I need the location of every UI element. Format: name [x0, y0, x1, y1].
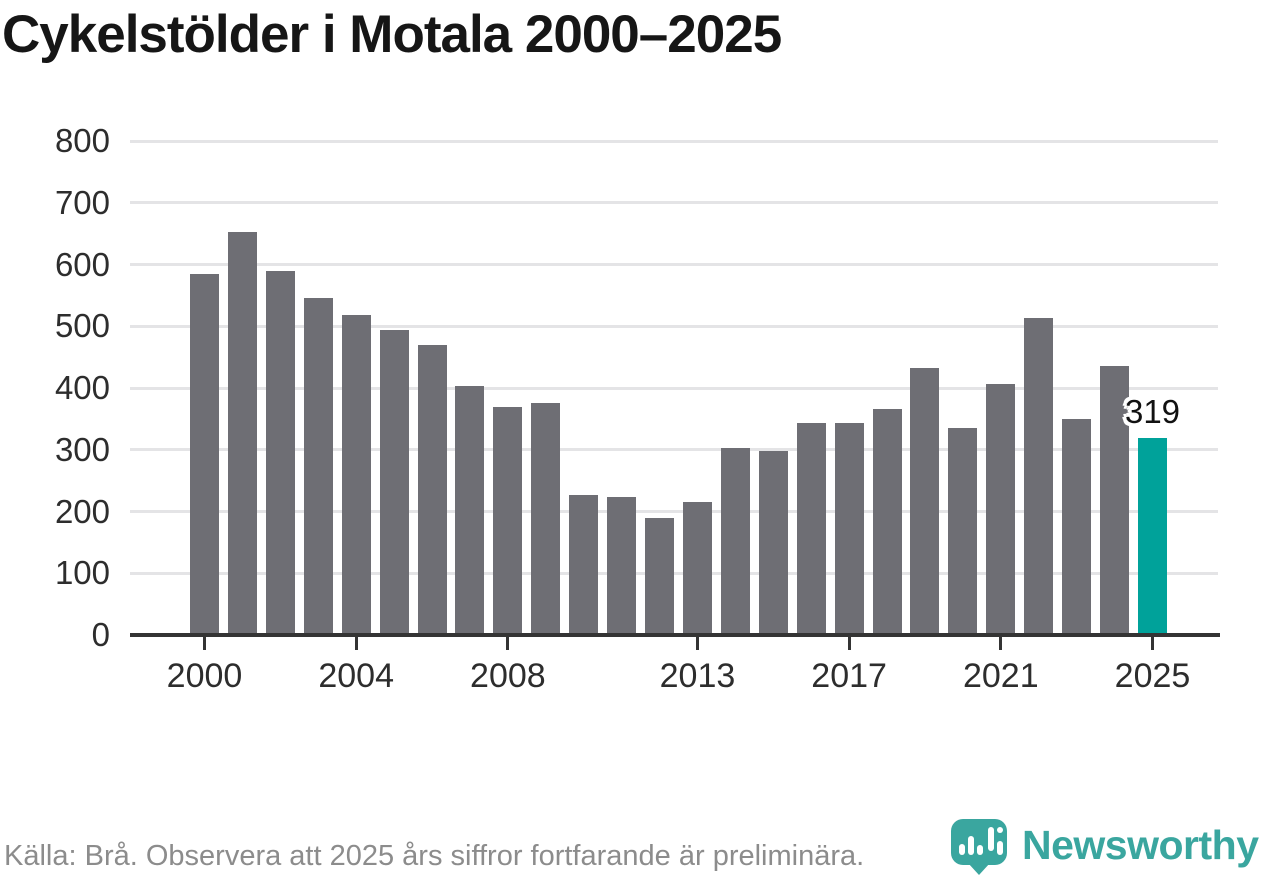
bar-2003	[303, 297, 333, 635]
bar-2017	[834, 423, 864, 635]
y-gridline	[130, 201, 1218, 205]
y-axis-tick-label: 500	[54, 307, 110, 345]
x-axis-tick-label: 2017	[811, 657, 887, 695]
bar-2023	[1062, 418, 1092, 635]
y-axis-tick-label: 800	[54, 122, 110, 159]
x-axis-tick	[506, 637, 510, 650]
y-gridline	[130, 386, 1218, 390]
y-axis-tick-label: 600	[54, 245, 110, 283]
bar-2022	[1024, 317, 1054, 635]
bar-2012	[645, 517, 675, 635]
y-gridline	[130, 324, 1218, 328]
x-axis-tick-label: 2000	[166, 657, 243, 695]
bar-2005	[379, 329, 409, 635]
y-axis-tick-label: 300	[54, 430, 110, 468]
bar-2013	[682, 502, 712, 635]
bar-2001	[227, 231, 257, 635]
x-axis-tick	[203, 637, 206, 650]
y-axis-tick-label: 200	[54, 492, 110, 530]
bar-2015	[758, 450, 788, 635]
bar-2004	[341, 315, 371, 635]
y-axis-tick-label: 400	[54, 369, 110, 406]
bar-2019	[910, 368, 940, 635]
logo-dot-icon	[997, 827, 1003, 833]
newsworthy-wordmark: Newsworthy	[1022, 822, 1259, 868]
logo-bar-icon	[968, 836, 974, 855]
logo-bar-icon	[977, 845, 983, 855]
x-axis-tick-label: 2008	[470, 657, 546, 695]
x-axis-tick	[354, 637, 358, 650]
bar-2018	[872, 408, 902, 635]
x-axis-tick-label: 2004	[318, 657, 394, 695]
bar-2014	[720, 447, 750, 635]
bar-2006	[417, 344, 447, 635]
newsworthy-pin-tail	[968, 863, 990, 875]
bar-2002	[265, 270, 295, 635]
logo-bar-icon	[997, 841, 1003, 855]
x-axis-tick-label: 2025	[1114, 657, 1191, 695]
newsworthy-pin-barchart-icon	[951, 819, 1007, 865]
bar-2010	[569, 494, 599, 635]
bar-2025	[1138, 438, 1167, 635]
y-axis-tick-label: 100	[54, 554, 110, 592]
x-axis-tick	[999, 637, 1003, 650]
highlight-value-label: 319	[1124, 393, 1181, 431]
logo-bar-icon	[959, 844, 965, 855]
x-axis-tick	[695, 637, 699, 650]
bar-2024	[1100, 365, 1130, 635]
y-gridline	[130, 263, 1218, 266]
chart-title: Cykelstölder i Motala 2000–2025	[2, 5, 782, 64]
y-gridline	[130, 448, 1218, 452]
bar-2011	[607, 496, 637, 635]
bar-2008	[493, 406, 523, 635]
y-axis-tick-label: 700	[54, 183, 110, 221]
logo-bar-icon	[988, 827, 994, 851]
bar-2020	[948, 428, 978, 635]
bar-2016	[796, 423, 826, 635]
x-axis-tick	[1151, 637, 1154, 650]
x-axis-line	[130, 633, 1220, 637]
x-axis-tick-label: 2021	[962, 657, 1039, 695]
bar-2021	[986, 383, 1016, 635]
y-axis-tick-label: 0	[91, 616, 110, 653]
y-gridline	[130, 510, 1218, 513]
source-note: Källa: Brå. Observera att 2025 års siffr…	[4, 840, 865, 872]
bar-2000	[190, 273, 219, 635]
x-axis-tick-label: 2013	[659, 657, 736, 695]
y-gridline	[130, 139, 1218, 143]
bar-2007	[455, 386, 485, 635]
x-axis-tick	[847, 637, 851, 650]
bar-2009	[531, 403, 561, 635]
